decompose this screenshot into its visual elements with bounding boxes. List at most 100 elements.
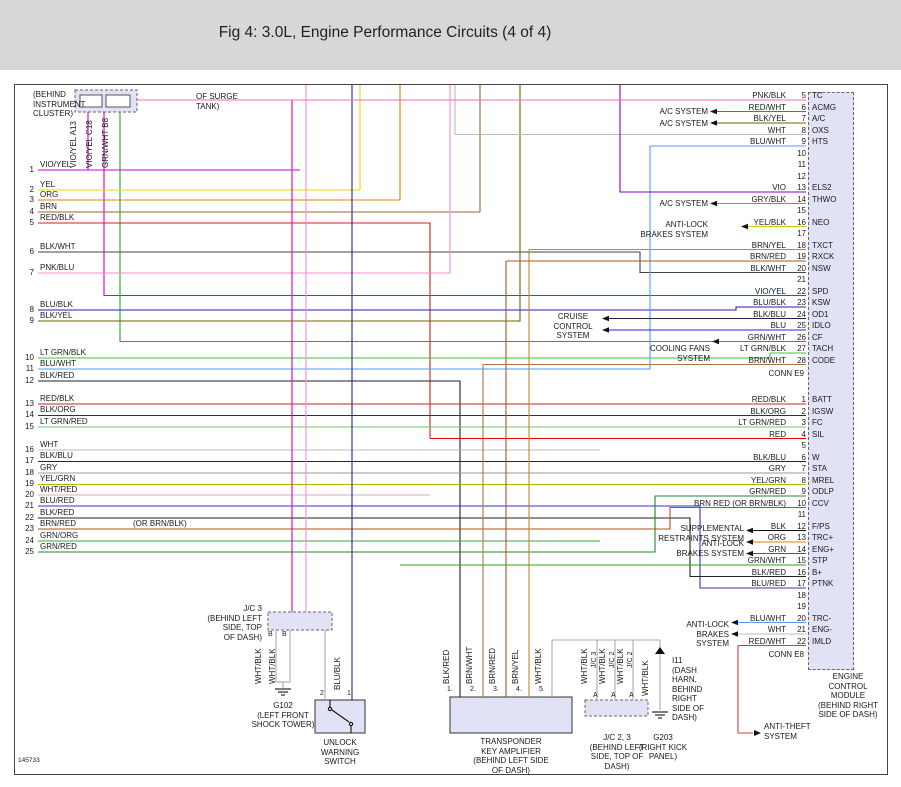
- system-label-abs-3: ANTI-LOCK BRAKES SYSTEM: [686, 620, 729, 648]
- transponder-wire: BRN/YEL 4.: [511, 640, 532, 696]
- pin-number: 16: [797, 217, 806, 227]
- pin-number: 2: [29, 185, 34, 194]
- pin-number: 9: [801, 487, 806, 496]
- pin-number: 12: [25, 376, 34, 385]
- wire-label: YEL/BLK: [753, 217, 786, 227]
- pin-name: RXCK: [812, 252, 835, 261]
- jc23-wire: WHT/BLK J/C 3 A: [580, 640, 608, 699]
- left-pin-row: 6 BLK/WHT: [0, 242, 220, 256]
- pin-number: 11: [797, 160, 806, 169]
- g102-label: G102 (LEFT FRONT SHOCK TOWER): [251, 701, 315, 729]
- ecm-pin-row: BLK/BLU 6 W: [600, 453, 852, 465]
- ecm-pin-row: 11: [600, 510, 852, 522]
- wire-label: WHT/BLK: [598, 648, 607, 684]
- ecm-pin-row: 10: [600, 149, 852, 161]
- wire-label: ORG: [767, 533, 786, 542]
- pin-number: 28: [797, 355, 806, 365]
- system-label-abs-2: ANTI-LOCK BRAKES SYSTEM: [676, 539, 744, 558]
- pin-name: OXS: [812, 125, 829, 135]
- wire-label: WHT/BLK: [580, 648, 589, 684]
- wire-label: BLK/WHT: [40, 242, 76, 251]
- pin-number: 6: [801, 452, 806, 462]
- ecm-pin-row: BRN/WHT 28 CODE: [600, 356, 852, 368]
- conn-e8-rows: RED/BLK 1 BATT BLK/ORG 2 IGSW LT GRN/RED…: [600, 395, 852, 648]
- transponder-wire: WHT/BLK 5.: [534, 640, 555, 696]
- wire-label: BLU/WHT: [750, 613, 786, 623]
- pin-name: TXCT: [812, 240, 833, 250]
- pin-number: 23: [25, 524, 34, 533]
- left-pin-row: 9 BLK/YEL: [0, 311, 220, 325]
- pin-name: CF: [812, 332, 823, 342]
- pin-number: 2: [801, 406, 806, 416]
- pin-number: 13: [797, 183, 806, 192]
- wire-label: GRN: [768, 544, 786, 554]
- pin-name: ENG+: [812, 544, 835, 554]
- pin-number: 21: [797, 275, 806, 284]
- pin-number: 5.: [539, 686, 545, 693]
- ecm-pin-row: RED/BLK 1 BATT: [600, 395, 852, 407]
- left-pin-row: 25 GRN/RED: [0, 542, 220, 556]
- pin-number: 22: [25, 513, 34, 522]
- pin-number: 1: [29, 165, 34, 174]
- pin-number: 19: [797, 602, 806, 611]
- pin-number: 22: [797, 286, 806, 296]
- wire-label: BLK: [770, 521, 786, 531]
- pin-number: 6: [801, 102, 806, 112]
- wire-label: BLK/BLU: [40, 451, 73, 460]
- terminal-label: A: [611, 692, 616, 699]
- ecm-pin-row: 5: [600, 441, 852, 453]
- ecm-pin-row: 17: [600, 229, 852, 241]
- ecm-pin-row: GRY 7 STA: [600, 464, 852, 476]
- wire-label: LT GRN/RED: [738, 418, 786, 427]
- ecm-pin-row: BLU/RED 17 PTNK: [600, 579, 852, 591]
- ecm-pin-row: YEL/BLK 16 NEO: [600, 218, 852, 230]
- ecm-pin-row: GRN 14 ENG+: [600, 545, 852, 557]
- wire-label: BLK/RED: [442, 649, 451, 684]
- system-label-cruise: CRUISE CONTROL SYSTEM: [553, 312, 593, 340]
- transponder-wire: BRN/WHT 2.: [465, 640, 486, 696]
- pin-name: KSW: [812, 298, 831, 307]
- pin-number: 10: [797, 498, 806, 508]
- pin-name: A/C: [812, 114, 826, 123]
- unlock-switch-label: UNLOCK WARNING SWITCH: [320, 738, 360, 766]
- pin-number: 7: [29, 268, 34, 277]
- pin-number: 1.: [447, 686, 453, 693]
- left-pin-row: 19 YEL/GRN: [0, 474, 220, 488]
- wire-label: YEL/GRN: [40, 474, 76, 483]
- jc23-label: J/C 2, 3 (BEHIND LEFT SIDE, TOP OF DASH): [589, 733, 645, 771]
- wire-label: BRN/RED: [488, 647, 497, 684]
- ecm-pin-row: BLK 12 F/PS: [600, 522, 852, 534]
- system-label-ac-2: A/C SYSTEM: [659, 119, 708, 128]
- pin-number: 3: [801, 418, 806, 427]
- wire-label: RED/BLK: [40, 213, 75, 222]
- ecm-pin-row: YEL/GRN 8 MREL: [600, 476, 852, 488]
- ecm-pin-row: RED/WHT 22 IMLD: [600, 637, 852, 649]
- pin-number: 20: [797, 263, 806, 273]
- pin-name: THWO: [812, 194, 837, 204]
- pin-number: 9: [801, 137, 806, 146]
- wire-label: GRN/WHT: [747, 556, 786, 565]
- wire-label: BLU/WHT: [750, 137, 786, 146]
- pin-number: 13: [797, 533, 806, 542]
- wire-label: VIO/YEL: [754, 286, 786, 296]
- ecm-pin-row: BLK/ORG 2 IGSW: [600, 407, 852, 419]
- pin-number: 14: [797, 194, 806, 204]
- pin-number: 24: [25, 536, 34, 545]
- pin-number: 4.: [516, 686, 522, 693]
- wire-label: WHT: [767, 625, 786, 634]
- transponder-label: TRANSPONDER KEY AMPLIFIER (BEHIND LEFT S…: [473, 737, 549, 775]
- pin-number: 4: [29, 207, 34, 216]
- left-pin-row: 2 YEL: [0, 180, 220, 194]
- ecm-pin-row: WHT 8 OXS: [600, 126, 852, 138]
- wire-alt-note: (OR BRN/BLK): [133, 519, 187, 528]
- system-label-cooling-fans: COOLING FANS SYSTEM: [649, 344, 710, 363]
- title-bar: [0, 0, 901, 70]
- pin-number: 26: [797, 332, 806, 342]
- wire-label: BRN/WHT: [748, 355, 786, 365]
- pin-number: 14: [797, 544, 806, 554]
- wire-label: BRN/WHT: [465, 646, 474, 684]
- transponder-wire: BRN/RED 3.: [488, 640, 509, 696]
- pin-name: ENG-: [812, 625, 832, 634]
- left-pin-row: 3 ORG: [0, 190, 220, 204]
- ecm-pin-row: 19: [600, 602, 852, 614]
